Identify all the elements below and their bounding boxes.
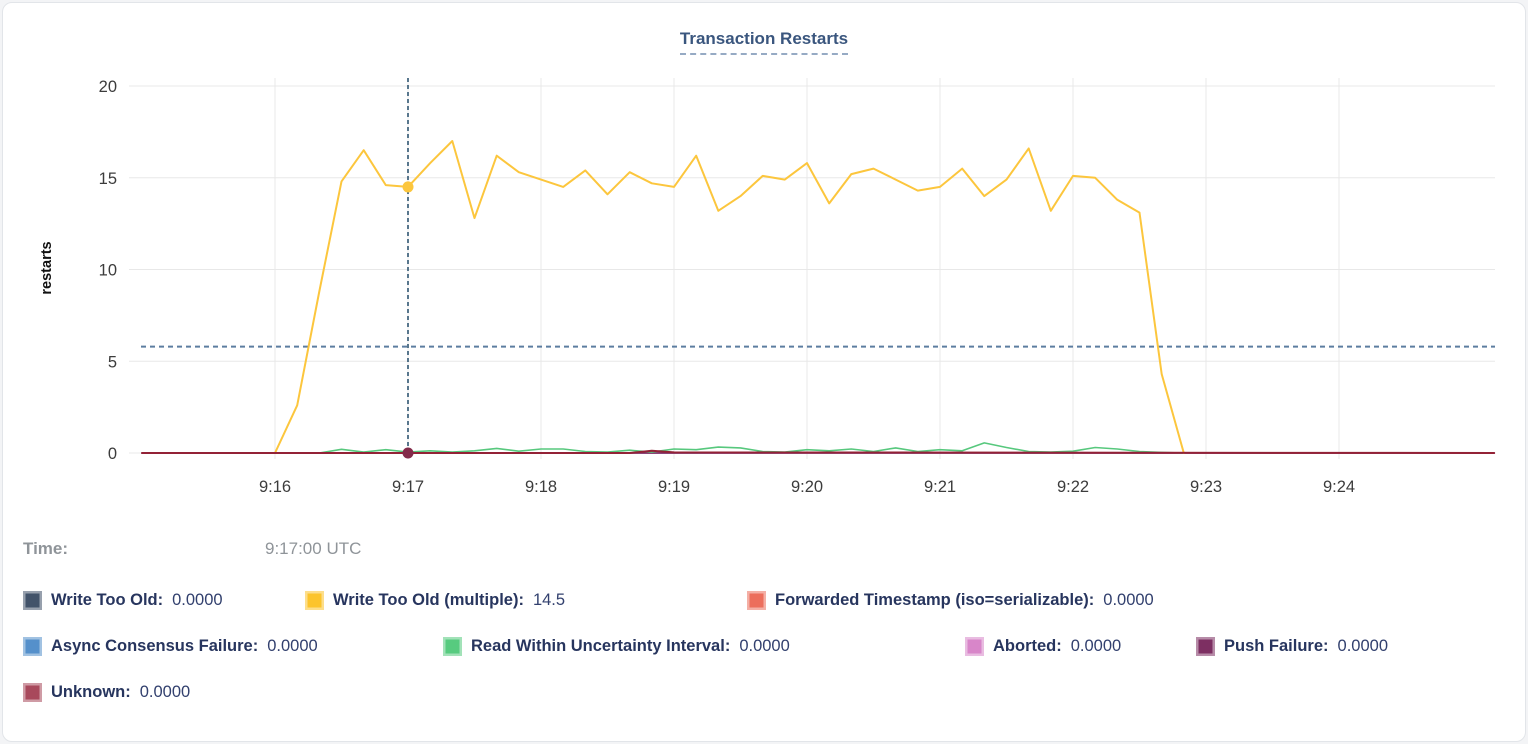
forwarded-timestamp-swatch-icon <box>747 591 766 610</box>
time-value: 9:17:00 UTC <box>265 539 362 558</box>
read-within-uncertainty-swatch-icon <box>443 637 462 656</box>
series-line <box>141 449 1496 454</box>
y-tick-label: 15 <box>99 170 117 188</box>
aborted-swatch-icon <box>965 637 984 656</box>
legend-row-1: Write Too Old: 0.0000 Write Too Old (mul… <box>3 591 1525 617</box>
x-tick-label: 9:21 <box>924 478 956 496</box>
push-failure-swatch-icon <box>1196 637 1215 656</box>
x-tick-label: 9:22 <box>1057 478 1089 496</box>
legend-item-async-consensus-failure[interactable]: Async Consensus Failure: 0.0000 <box>23 637 318 656</box>
x-tick-label: 9:19 <box>658 478 690 496</box>
chart-header: Transaction Restarts <box>3 29 1525 55</box>
unknown-swatch-icon <box>23 683 42 702</box>
legend-item-push-failure[interactable]: Push Failure: 0.0000 <box>1196 637 1388 656</box>
y-tick-label: 5 <box>108 353 117 371</box>
chart-title[interactable]: Transaction Restarts <box>679 29 849 55</box>
y-tick-label: 10 <box>99 262 117 280</box>
legend-value: 0.0000 <box>1070 637 1122 655</box>
legend-label: Push Failure: <box>1224 637 1329 655</box>
legend-value: 0.0000 <box>1103 591 1154 609</box>
legend-item-aborted[interactable]: Aborted: 0.0000 <box>965 637 1121 656</box>
legend-label: Write Too Old: <box>51 591 164 609</box>
legend-label: Async Consensus Failure: <box>51 637 259 655</box>
legend-item-forwarded-timestamp[interactable]: Forwarded Timestamp (iso=serializable): … <box>747 591 1154 610</box>
legend-value: 14.5 <box>532 591 566 609</box>
legend-row-3: Unknown: 0.0000 <box>3 683 1525 709</box>
series-line <box>274 140 1185 454</box>
legend-item-write-too-old[interactable]: Write Too Old: 0.0000 <box>23 591 223 610</box>
y-tick-label: 0 <box>108 445 117 463</box>
legend-item-read-within-uncertainty[interactable]: Read Within Uncertainty Interval: 0.0000 <box>443 637 790 656</box>
legend-row-2: Async Consensus Failure: 0.0000 Read Wit… <box>3 637 1525 663</box>
legend-value: 0.0000 <box>172 591 223 609</box>
x-tick-label: 9:17 <box>392 478 424 496</box>
x-tick-label: 9:24 <box>1323 478 1355 496</box>
x-tick-label: 9:23 <box>1190 478 1222 496</box>
crosshair-marker <box>402 447 414 459</box>
write-too-old-swatch-icon <box>23 591 42 610</box>
legend-item-unknown[interactable]: Unknown: 0.0000 <box>23 683 190 702</box>
async-consensus-failure-swatch-icon <box>23 637 42 656</box>
y-tick-label: 20 <box>99 78 117 96</box>
x-tick-label: 9:16 <box>259 478 291 496</box>
crosshair-marker <box>402 181 414 193</box>
legend-label: Aborted: <box>993 637 1062 655</box>
legend-value: 0.0000 <box>139 683 191 701</box>
x-tick-label: 9:18 <box>525 478 557 496</box>
legend-label: Read Within Uncertainty Interval: <box>471 637 731 655</box>
legend-value: 0.0000 <box>739 637 790 655</box>
legend-value: 0.0000 <box>1337 637 1388 655</box>
crosshair-time-readout: Time: 9:17:00 UTC <box>3 539 1525 563</box>
legend-label: Unknown: <box>51 683 131 701</box>
transaction-restarts-chart[interactable]: 0 5 10 15 20 9:16 9:17 9:18 9:19 9:20 9:21 9:22 9:23… <box>3 3 1526 523</box>
legend-item-write-too-old-multiple[interactable]: Write Too Old (multiple): 14.5 <box>305 591 565 610</box>
write-too-old-multiple-swatch-icon <box>305 591 324 610</box>
time-label: Time: <box>23 539 69 558</box>
legend-label: Write Too Old (multiple): <box>333 591 524 609</box>
y-axis-label: restarts <box>39 241 55 294</box>
legend-label: Forwarded Timestamp (iso=serializable): <box>775 591 1095 609</box>
legend-value: 0.0000 <box>267 637 318 655</box>
x-tick-label: 9:20 <box>791 478 823 496</box>
